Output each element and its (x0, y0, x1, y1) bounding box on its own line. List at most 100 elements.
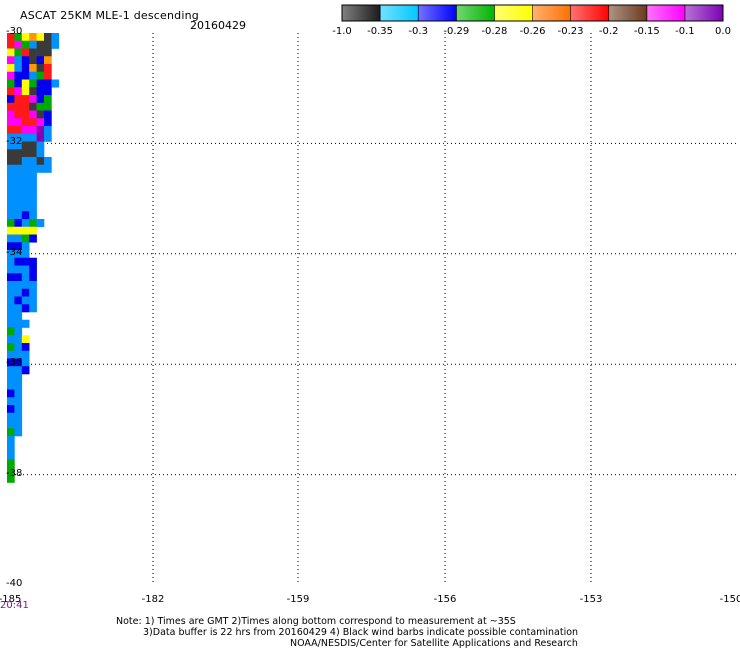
heatmap-cell (36, 64, 45, 73)
heatmap-cell (29, 211, 37, 220)
heatmap-cell (21, 172, 30, 181)
heatmap-cell (29, 141, 37, 150)
heatmap-cell (44, 95, 52, 104)
heatmap-cell (14, 389, 23, 398)
heatmap-cell (44, 157, 52, 166)
heatmap-cell (36, 79, 45, 88)
heatmap-cell (7, 219, 15, 228)
heatmap-cell (44, 33, 52, 42)
heatmap-cell (29, 172, 37, 181)
colorbar-label: 0.0 (715, 26, 731, 37)
x-tick-label: -153 (579, 594, 603, 605)
heatmap-cell (14, 48, 23, 57)
heatmap-cell (36, 33, 45, 42)
heatmap-cell (14, 428, 23, 437)
heatmap-cell (7, 397, 15, 406)
heatmap-cell (14, 33, 23, 42)
heatmap-cell (21, 296, 30, 305)
heatmap-cell (7, 164, 15, 173)
y-tick-label: -30 (6, 26, 23, 37)
heatmap-cell (14, 64, 23, 73)
heatmap-cell (29, 226, 37, 235)
heatmap-cell (21, 234, 30, 243)
heatmap-cell (7, 172, 15, 181)
heatmap-cell (14, 420, 23, 429)
heatmap-cell (29, 157, 37, 166)
heatmap-cell (14, 157, 23, 166)
heatmap-cell (44, 102, 52, 111)
heatmap-cell (7, 180, 15, 189)
heatmap-cell (29, 87, 37, 96)
colorbar-label: -0.26 (519, 26, 546, 37)
heatmap-cell (7, 405, 15, 414)
y-tick-label: -32 (6, 136, 23, 148)
heatmap-cell (44, 110, 52, 119)
heatmap-cell (14, 397, 23, 406)
heatmap-cell (14, 172, 23, 181)
heatmap-cell (44, 79, 52, 88)
heatmap-cell (14, 288, 23, 297)
heatmap-cell (36, 40, 45, 49)
heatmap-cell (7, 389, 15, 398)
colorbar-segment (608, 5, 648, 21)
note-line-1: Note: 1) Times are GMT 2)Times along bot… (116, 616, 516, 627)
heatmap-cell (44, 133, 52, 142)
heatmap-cell (29, 118, 37, 127)
heatmap-cell (44, 56, 52, 65)
heatmap-cell (14, 350, 23, 359)
heatmap-cell (36, 126, 45, 135)
heatmap-cell (14, 257, 23, 266)
heatmap-cell (7, 374, 15, 383)
heatmap-cell (44, 118, 52, 127)
heatmap-cell (14, 141, 23, 150)
colorbar-segment (646, 5, 686, 21)
heatmap-cell (21, 56, 30, 65)
heatmap-cell (7, 118, 15, 127)
colorbar-segment (532, 5, 572, 21)
x-tick-label: -182 (141, 594, 165, 605)
heatmap-cell (44, 64, 52, 73)
heatmap-cell (29, 180, 37, 189)
heatmap-cell (29, 273, 37, 282)
heatmap-cell (7, 467, 15, 476)
heatmap-cell (21, 319, 30, 328)
heatmap-cell (21, 288, 30, 297)
heatmap-cell (7, 71, 15, 80)
heatmap-cell (14, 405, 23, 414)
heatmap-cell (29, 40, 37, 49)
heatmap-cell (7, 335, 15, 344)
heatmap-cell (36, 164, 45, 173)
heatmap-cell (7, 203, 15, 212)
heatmap-cell (14, 265, 23, 274)
heatmap-cell (7, 327, 15, 336)
heatmap-cell (51, 40, 60, 49)
heatmap-cell (36, 48, 45, 57)
heatmap-cell (29, 234, 37, 243)
heatmap-cell (7, 257, 15, 266)
heatmap-cell (21, 343, 30, 352)
heatmap-cell (21, 257, 30, 266)
heatmap-cell (14, 327, 23, 336)
heatmap-cell (44, 126, 52, 135)
colorbar-segment (570, 5, 610, 21)
heatmap-cell (21, 242, 30, 251)
heatmap-cell (21, 335, 30, 344)
colorbar-segment (380, 5, 419, 21)
heatmap-cell (7, 412, 15, 421)
heatmap-cell (29, 71, 37, 80)
y-tick-label: -38 (6, 467, 23, 479)
heatmap-cell (51, 79, 60, 88)
heatmap-cells (7, 33, 60, 483)
heatmap-cell (7, 273, 15, 282)
heatmap-cell (29, 110, 37, 119)
colorbar-segment (494, 5, 533, 21)
heatmap-cell (7, 48, 15, 57)
x-tick-label: -159 (286, 594, 310, 605)
y-tick-label: -36 (6, 357, 23, 369)
x-tick-label: -150 (719, 594, 740, 605)
heatmap-cell (21, 164, 30, 173)
heatmap-cell (7, 56, 15, 65)
heatmap-cell (7, 195, 15, 204)
y-tick-label: -34 (6, 246, 23, 258)
